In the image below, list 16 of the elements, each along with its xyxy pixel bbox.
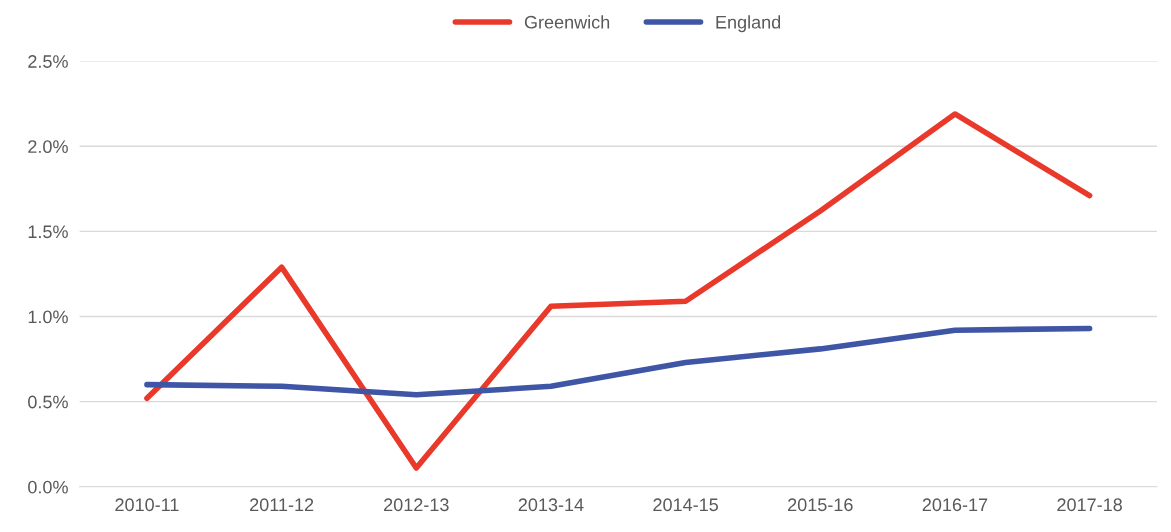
y-tick-label: 1.0%	[28, 310, 68, 324]
x-tick-label: 2017-18	[1057, 498, 1122, 512]
x-tick-label: 2014-15	[653, 498, 718, 512]
x-tick-label: 2013-14	[518, 498, 584, 512]
y-tick-label: 2.5%	[28, 55, 68, 68]
legend-label: Greenwich	[524, 15, 610, 29]
y-tick-label: 0.0%	[28, 480, 68, 494]
y-tick-label: 0.5%	[28, 395, 68, 409]
x-tick-label: 2010-11	[115, 498, 179, 512]
y-tick-label: 1.5%	[28, 225, 68, 239]
legend-label: England	[716, 15, 781, 33]
x-tick-label: 2016-17	[922, 498, 988, 512]
y-tick-label: 2.0%	[28, 140, 68, 154]
x-tick-label: 2015-16	[788, 498, 853, 512]
x-tick-label: 2012-13	[384, 498, 449, 512]
x-tick-label: 2011-12	[250, 498, 314, 512]
